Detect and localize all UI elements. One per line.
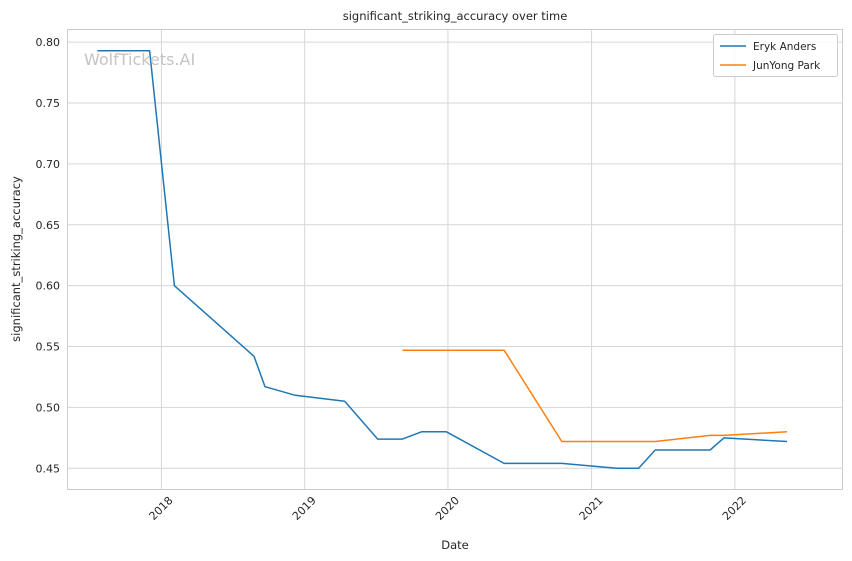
- series-line-eryk-anders: [97, 49, 788, 470]
- x-axis-title: Date: [441, 538, 469, 552]
- y-tick-label-7: 0.80: [36, 36, 61, 49]
- chart-title: significant_striking_accuracy over time: [343, 9, 568, 23]
- x-tick-label-3: 2021: [577, 494, 606, 523]
- legend: Eryk Anders JunYong Park: [713, 34, 838, 77]
- y-tick-label-0: 0.45: [36, 462, 61, 475]
- grid-lines: [68, 30, 842, 489]
- legend-box: [713, 34, 838, 77]
- legend-label-eryk-anders: Eryk Anders: [753, 41, 816, 53]
- legend-label-junyong-park: JunYong Park: [752, 60, 821, 72]
- plot-frame: [67, 29, 843, 490]
- series-line-junyong-park: [402, 349, 788, 443]
- y-tick-label-3: 0.60: [36, 280, 61, 293]
- series-lines: [97, 49, 788, 470]
- watermark: WolfTickets.AI: [84, 50, 195, 69]
- y-axis-title: significant_striking_accuracy: [9, 176, 23, 342]
- y-tick-label-2: 0.55: [36, 341, 61, 354]
- y-axis-ticks: 0.45 0.50 0.55 0.60 0.65 0.70 0.75 0.80: [36, 36, 61, 475]
- x-tick-label-1: 2019: [290, 494, 319, 523]
- x-axis-ticks: 2018 2019 2020 2021 2022: [147, 494, 749, 523]
- y-tick-label-1: 0.50: [36, 401, 61, 414]
- x-tick-label-2: 2020: [433, 494, 462, 523]
- y-tick-label-4: 0.65: [36, 219, 61, 232]
- x-tick-label-4: 2022: [720, 494, 749, 523]
- y-tick-label-6: 0.75: [36, 97, 61, 110]
- y-tick-label-5: 0.70: [36, 158, 61, 171]
- x-tick-label-0: 2018: [147, 494, 176, 523]
